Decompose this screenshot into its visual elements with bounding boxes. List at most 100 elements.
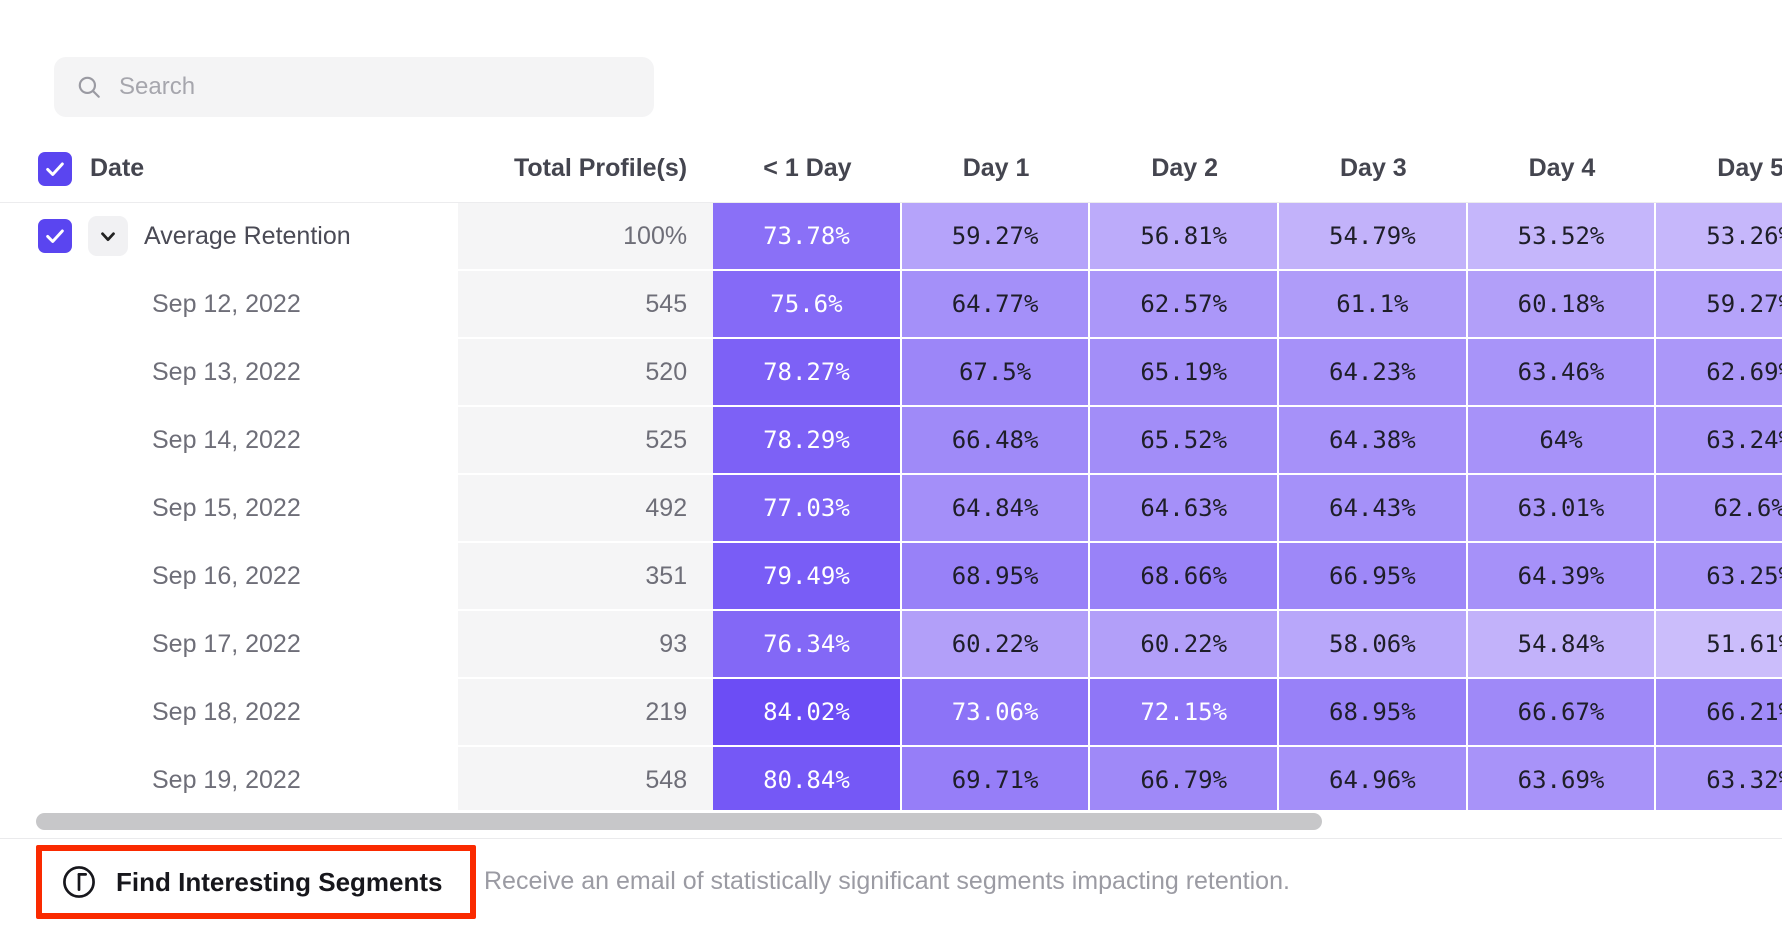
horizontal-scrollbar-thumb[interactable] — [36, 813, 1322, 830]
row-label-date[interactable]: Sep 17, 2022 — [0, 611, 457, 679]
cell-retention-value[interactable]: 53.26% — [1656, 203, 1782, 271]
cell-retention-value[interactable]: 60.22% — [1090, 611, 1280, 679]
cell-retention-value[interactable]: 68.95% — [1279, 679, 1468, 747]
cell-retention-value[interactable]: 66.95% — [1279, 543, 1468, 611]
cell-retention-value[interactable]: 64.38% — [1279, 407, 1468, 475]
column-header-day-5[interactable]: Day 5 — [1656, 135, 1782, 203]
cell-retention-value[interactable]: 76.34% — [713, 611, 902, 679]
cell-retention-value[interactable]: 79.49% — [713, 543, 902, 611]
row-label-date[interactable]: Sep 18, 2022 — [0, 679, 457, 747]
table-row[interactable]: Sep 15, 2022 492 77.03% 64.84% 64.63% 64.43% 6… — [0, 475, 1782, 543]
cell-retention-value[interactable]: 66.48% — [901, 407, 1091, 475]
cell-retention-value[interactable]: 64.63% — [1090, 475, 1280, 543]
cell-retention-value[interactable]: 65.52% — [1090, 407, 1280, 475]
cell-retention-value[interactable]: 65.19% — [1090, 339, 1280, 407]
retention-table-scroll-region[interactable]: Date Total Profile(s) < 1 Day Day 1 Day … — [0, 135, 1782, 810]
cell-retention-value[interactable]: 67.5% — [901, 339, 1091, 407]
cell-retention-value[interactable]: 58.06% — [1279, 611, 1468, 679]
cell-retention-value[interactable]: 63.01% — [1467, 475, 1657, 543]
cell-retention-value[interactable]: 66.21% — [1656, 679, 1782, 747]
cell-retention-value[interactable]: 69.71% — [901, 747, 1091, 810]
cell-retention-value[interactable]: 63.32% — [1656, 747, 1782, 810]
cell-retention-value[interactable]: 73.06% — [901, 679, 1091, 747]
row-label-date[interactable]: Sep 13, 2022 — [0, 339, 457, 407]
row-label-text: Sep 15, 2022 — [152, 493, 301, 522]
cell-total-profiles: 93 — [456, 611, 714, 679]
cell-retention-value[interactable]: 63.69% — [1467, 747, 1657, 810]
cell-retention-value[interactable]: 78.27% — [713, 339, 902, 407]
footer-divider — [0, 838, 1782, 839]
cell-retention-value[interactable]: 66.67% — [1467, 679, 1657, 747]
cell-retention-value[interactable]: 51.61% — [1656, 611, 1782, 679]
cell-retention-value[interactable]: 64.39% — [1467, 543, 1657, 611]
find-interesting-segments-button[interactable]: Find Interesting Segments — [60, 855, 443, 909]
cell-total-profiles: 351 — [456, 543, 714, 611]
row-label-date[interactable]: Sep 12, 2022 — [0, 271, 457, 339]
retention-table: Date Total Profile(s) < 1 Day Day 1 Day … — [0, 135, 1782, 810]
row-label-average-retention[interactable]: Average Retention — [0, 203, 457, 271]
cell-retention-value[interactable]: 73.78% — [713, 203, 902, 271]
cell-retention-value[interactable]: 59.27% — [1656, 271, 1782, 339]
cell-retention-value[interactable]: 80.84% — [713, 747, 902, 810]
cell-retention-value[interactable]: 75.6% — [713, 271, 902, 339]
cell-retention-value[interactable]: 66.79% — [1090, 747, 1280, 810]
cell-retention-value[interactable]: 77.03% — [713, 475, 902, 543]
select-all-checkbox[interactable] — [38, 151, 72, 186]
cell-retention-value[interactable]: 72.15% — [1090, 679, 1280, 747]
cell-retention-value[interactable]: 63.24% — [1656, 407, 1782, 475]
column-header-date[interactable]: Date — [0, 135, 457, 203]
column-header-lt-1-day[interactable]: < 1 Day — [713, 135, 902, 203]
cell-retention-value[interactable]: 54.84% — [1467, 611, 1657, 679]
column-header-day-2[interactable]: Day 2 — [1090, 135, 1280, 203]
cell-retention-value[interactable]: 54.79% — [1279, 203, 1468, 271]
search-input[interactable] — [119, 73, 599, 101]
cell-retention-value[interactable]: 68.95% — [901, 543, 1091, 611]
row-label-date[interactable]: Sep 19, 2022 — [0, 747, 457, 810]
row-label-date[interactable]: Sep 16, 2022 — [0, 543, 457, 611]
cell-retention-value[interactable]: 62.69% — [1656, 339, 1782, 407]
row-checkbox[interactable] — [38, 219, 72, 253]
row-label-date[interactable]: Sep 14, 2022 — [0, 407, 457, 475]
cell-retention-value[interactable]: 56.81% — [1090, 203, 1280, 271]
cell-retention-value[interactable]: 78.29% — [713, 407, 902, 475]
search-bar[interactable] — [54, 57, 654, 117]
row-label-text: Sep 18, 2022 — [152, 697, 301, 726]
cell-retention-value[interactable]: 64.23% — [1279, 339, 1468, 407]
cell-retention-value[interactable]: 64% — [1467, 407, 1657, 475]
cell-retention-value[interactable]: 60.22% — [901, 611, 1091, 679]
table-row[interactable]: Sep 12, 2022 545 75.6% 64.77% 62.57% 61.1% 60.… — [0, 271, 1782, 339]
cell-retention-value[interactable]: 68.66% — [1090, 543, 1280, 611]
table-row[interactable]: Sep 17, 2022 93 76.34% 60.22% 60.22% 58.06% 54… — [0, 611, 1782, 679]
cell-retention-value[interactable]: 59.27% — [901, 203, 1091, 271]
cell-retention-value[interactable]: 64.84% — [901, 475, 1091, 543]
cell-retention-value[interactable]: 64.77% — [901, 271, 1091, 339]
table-row[interactable]: Sep 18, 2022 219 84.02% 73.06% 72.15% 68.95% 6… — [0, 679, 1782, 747]
cell-total-profiles: 545 — [456, 271, 714, 339]
cell-retention-value[interactable]: 63.25% — [1656, 543, 1782, 611]
cell-retention-value[interactable]: 61.1% — [1279, 271, 1468, 339]
cell-retention-value[interactable]: 62.57% — [1090, 271, 1280, 339]
chevron-down-icon[interactable] — [88, 216, 128, 256]
column-header-day-1[interactable]: Day 1 — [901, 135, 1091, 203]
find-interesting-segments-description: Receive an email of statistically signif… — [484, 867, 1290, 895]
cell-retention-value[interactable]: 84.02% — [713, 679, 902, 747]
table-row[interactable]: Sep 19, 2022 548 80.84% 69.71% 66.79% 64.96% 6… — [0, 747, 1782, 810]
column-header-total-profiles[interactable]: Total Profile(s) — [456, 135, 714, 203]
table-row[interactable]: Average Retention 100% 73.78% 59.27% 56.81% 5… — [0, 203, 1782, 271]
cell-retention-value[interactable]: 53.52% — [1467, 203, 1657, 271]
table-row[interactable]: Sep 13, 2022 520 78.27% 67.5% 65.19% 64.23% 63… — [0, 339, 1782, 407]
cell-retention-value[interactable]: 64.96% — [1279, 747, 1468, 810]
column-header-date-label: Date — [90, 154, 145, 182]
cell-retention-value[interactable]: 60.18% — [1467, 271, 1657, 339]
column-header-day-3[interactable]: Day 3 — [1279, 135, 1468, 203]
row-label-text: Sep 17, 2022 — [152, 629, 301, 658]
row-label-text: Sep 13, 2022 — [152, 357, 301, 386]
row-label-date[interactable]: Sep 15, 2022 — [0, 475, 457, 543]
cell-retention-value[interactable]: 64.43% — [1279, 475, 1468, 543]
cell-retention-value[interactable]: 63.46% — [1467, 339, 1657, 407]
column-header-day-4[interactable]: Day 4 — [1467, 135, 1657, 203]
cell-retention-value[interactable]: 62.6% — [1656, 475, 1782, 543]
table-row[interactable]: Sep 14, 2022 525 78.29% 66.48% 65.52% 64.38% 6… — [0, 407, 1782, 475]
table-row[interactable]: Sep 16, 2022 351 79.49% 68.95% 68.66% 66.95% 6… — [0, 543, 1782, 611]
